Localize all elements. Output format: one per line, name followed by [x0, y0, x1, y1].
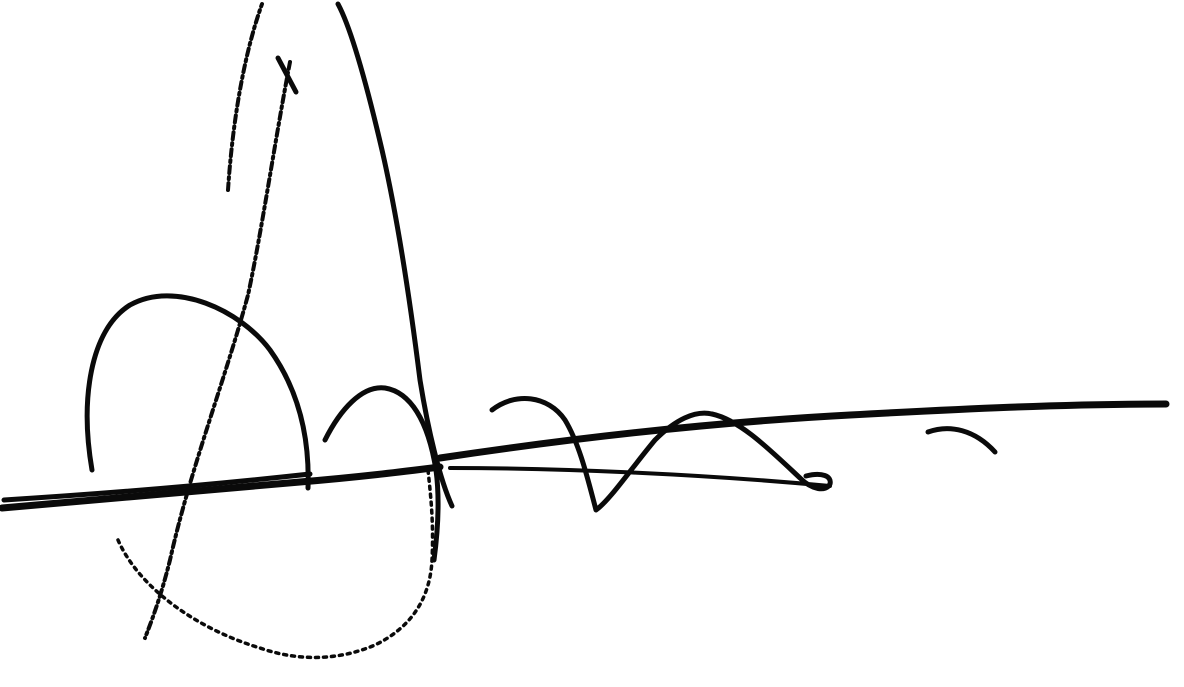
signature-peak [335, 1, 455, 509]
signature-trailing-tail [709, 411, 833, 492]
signature-bottom-loop [116, 468, 435, 660]
signature-diagonal-down [143, 60, 292, 640]
signature-n-hump [322, 385, 441, 563]
signature-strokes [0, 1, 1170, 660]
signature-underline-right-shadow [448, 466, 832, 488]
signature-underline-left-shadow [1, 471, 313, 503]
signature-hook-top [275, 55, 299, 95]
signature-left-loop [84, 293, 311, 491]
signature-underline-left [0, 463, 444, 512]
signature-underline-right [436, 400, 1170, 462]
signature-left-ascender [226, 2, 264, 192]
signature-flick [925, 426, 998, 455]
signature-wave [489, 396, 715, 513]
